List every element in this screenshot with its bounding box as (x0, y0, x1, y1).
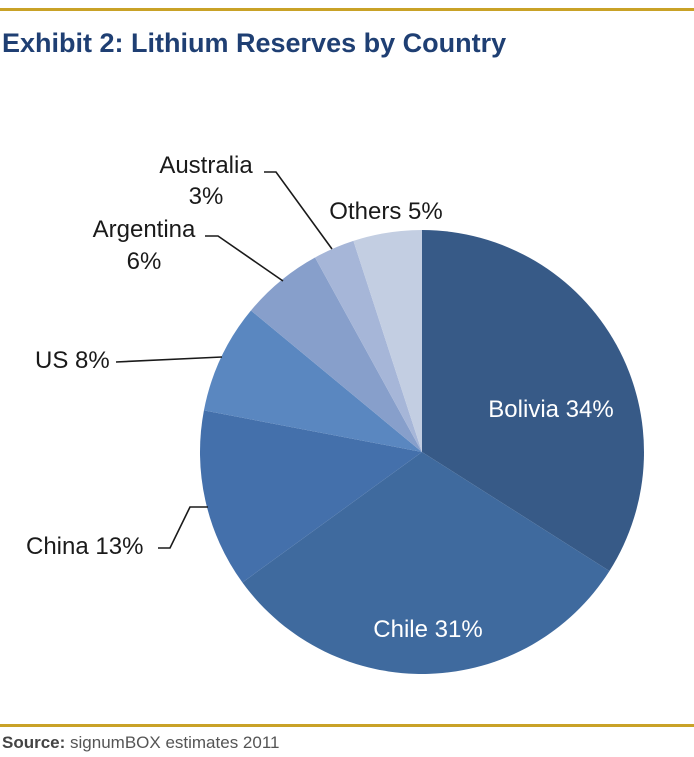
slice-label-chile: Chile 31% (373, 616, 482, 643)
source-text: signumBOX estimates 2011 (65, 733, 280, 752)
pie-slice-china (199, 410, 422, 583)
source-note: Source: signumBOX estimates 2011 (2, 733, 279, 753)
chart-title: Exhibit 2: Lithium Reserves by Country (2, 28, 507, 58)
slice-label-line: 6% (127, 248, 162, 275)
pie-slice-australia (315, 240, 422, 452)
source-label: Source: (2, 733, 66, 752)
leader-line-us (115, 356, 223, 363)
pie-slice-argentina (250, 257, 422, 452)
slice-label-argentina: Argentina 6% (93, 216, 196, 275)
slice-label-line: China 13% (26, 533, 143, 560)
leader-line-china (158, 506, 208, 549)
pie-slice-others (353, 230, 422, 452)
slice-label-line: Argentina (93, 216, 196, 243)
slice-label-china: China 13% (26, 533, 143, 560)
pie-slice-bolivia (422, 230, 644, 571)
slice-label-us: US 8% (35, 347, 110, 374)
bottom-rule (0, 724, 694, 727)
leader-line-argentina (205, 235, 284, 282)
slice-label-line: Chile 31% (373, 616, 482, 643)
slice-label-line: Australia (159, 152, 253, 179)
top-rule (0, 8, 694, 11)
pie-slice-us (203, 310, 422, 452)
pie-chart: Bolivia 34% Chile 31% China 13% US 8% Argent… (26, 152, 644, 674)
pie-slice-chile (242, 452, 610, 674)
slice-label-bolivia: Bolivia 34% (488, 396, 613, 423)
slice-label-line: US 8% (35, 347, 110, 374)
slice-label-line: 3% (189, 183, 224, 210)
leader-line-australia (264, 171, 333, 250)
slice-label-line: Others 5% (329, 198, 442, 225)
slice-label-australia: Australia 3% (159, 152, 253, 210)
slice-label-line: Bolivia 34% (488, 396, 613, 423)
slice-label-others: Others 5% (329, 198, 442, 225)
